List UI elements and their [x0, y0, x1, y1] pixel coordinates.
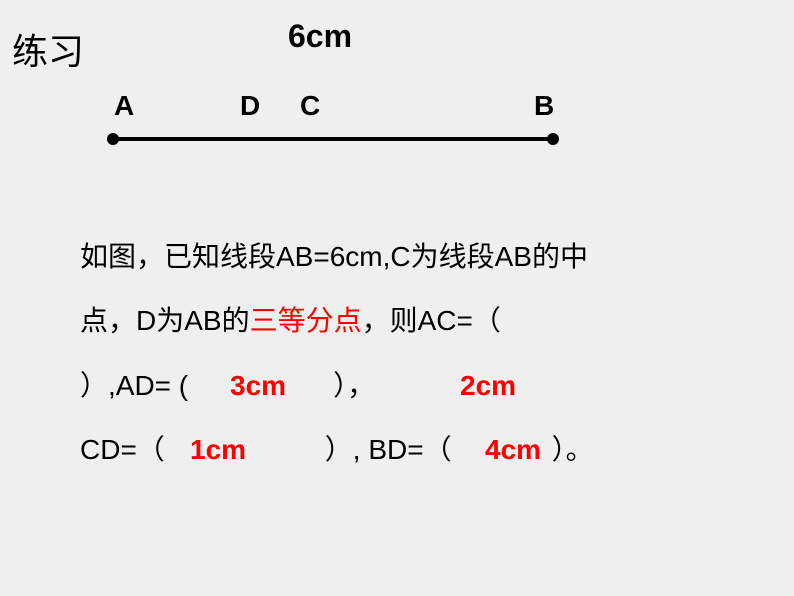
highlight-trisection: 三等分点 — [250, 305, 362, 336]
line4-part2: ）, BD=（ — [325, 434, 452, 465]
answer-bd: 4cm — [485, 418, 541, 482]
point-label-d: D — [240, 90, 260, 122]
problem-statement: 如图，已知线段AB=6cm,C为线段AB的中 点，D为AB的三等分点，则AC=（… — [80, 225, 720, 483]
endpoint-a — [107, 133, 119, 145]
line2-part1: 点，D为AB的 — [80, 305, 250, 336]
problem-line-2: 点，D为AB的三等分点，则AC=（ — [80, 289, 720, 353]
problem-line-3: ）,AD= ( 3cm ）， 2cm — [80, 354, 720, 418]
point-label-c: C — [300, 90, 320, 122]
segment-measurement: 6cm — [288, 18, 352, 55]
line3-part2: ）， — [333, 370, 375, 401]
point-label-b: B — [534, 90, 554, 122]
exercise-title: 练习 — [12, 23, 84, 75]
point-label-a: A — [114, 90, 134, 122]
answer-cd: 1cm — [190, 418, 246, 482]
answer-ac: 3cm — [230, 354, 286, 418]
line3-part1: ）,AD= ( — [80, 370, 188, 401]
line-diagram: A D C B — [110, 90, 570, 160]
problem-line-4: CD=（ 1cm ）, BD=（ 4cm ）。 — [80, 418, 720, 482]
line-segment-ab — [110, 137, 555, 141]
endpoint-b — [547, 133, 559, 145]
answer-ad: 2cm — [460, 354, 516, 418]
line2-part2: ，则AC=（ — [362, 305, 501, 336]
line4-part3: ）。 — [552, 434, 594, 465]
line4-part1: CD=（ — [80, 434, 165, 465]
problem-line-1: 如图，已知线段AB=6cm,C为线段AB的中 — [80, 225, 720, 289]
